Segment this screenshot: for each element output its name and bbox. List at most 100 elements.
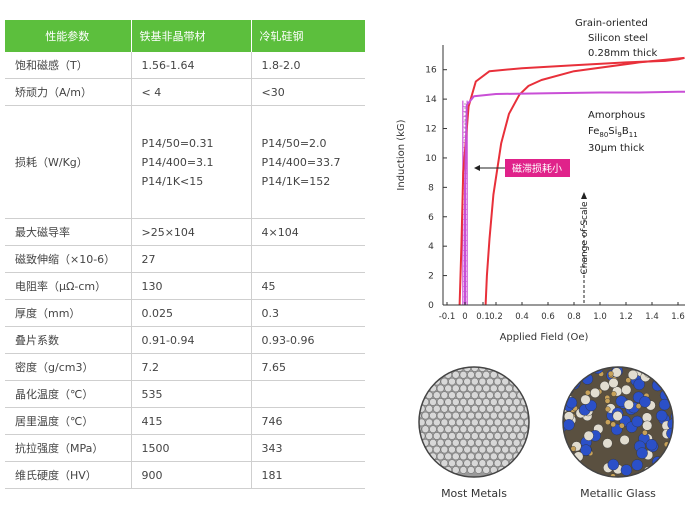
cell-name: 密度（g/cm3） [5, 353, 132, 381]
cell-amorphous: 1.56-1.64 [131, 52, 252, 79]
series-label-amorphous: Amorphous Fe80Si9B11 30µm thick [588, 110, 645, 154]
atom [524, 418, 529, 427]
cell-name: 抗拉强度（MPa） [5, 434, 132, 462]
atom [455, 391, 464, 399]
atom [471, 391, 479, 399]
glass-atom [674, 435, 678, 440]
atom [524, 445, 529, 454]
atom [501, 377, 509, 386]
atom [486, 405, 494, 413]
cell-silicon [251, 245, 365, 273]
atom [512, 439, 521, 447]
atom [509, 405, 517, 413]
atom [532, 419, 534, 426]
glass-atom [563, 397, 566, 408]
atom [419, 377, 426, 386]
atom [448, 445, 456, 454]
atom [421, 371, 430, 379]
glass-atom [567, 463, 578, 474]
glass-atom [563, 470, 567, 476]
atom [429, 398, 437, 406]
table-row: 最大磁导率 >25×104 4×104 [5, 218, 365, 246]
atom [463, 432, 471, 440]
atom [520, 466, 528, 474]
atom [516, 418, 525, 427]
atom [524, 367, 529, 372]
atom [512, 398, 521, 406]
atom [425, 418, 433, 427]
table-row: 磁致伸缩（×10-6） 27 [5, 245, 365, 273]
cell-amorphous: 1500 [131, 434, 252, 462]
glass-atom [563, 378, 574, 389]
atom [452, 371, 460, 379]
x-axis-label: Applied Field (Oe) [500, 332, 589, 343]
table-row: 矫顽力（A/m） < 4 <30 [5, 78, 365, 106]
atom [433, 405, 441, 413]
atom [471, 432, 479, 440]
cell-silicon: 181 [251, 461, 365, 489]
atom [478, 377, 487, 386]
glass-atom [607, 458, 619, 471]
atom [452, 411, 460, 420]
atom [524, 459, 529, 467]
x-tick-label: 0 [462, 312, 467, 322]
atom [440, 418, 449, 427]
atom [505, 452, 513, 461]
cell-amorphous: 27 [131, 245, 252, 273]
loss-value: P14/50=2.0 [261, 136, 327, 150]
atom [478, 432, 487, 440]
atom [455, 432, 464, 440]
cell-silicon: 4×104 [251, 218, 365, 246]
table-row: 损耗（W/Kg） P14/50=0.31 P14/400=3.1 P14/1K<15 P… [5, 105, 365, 219]
atom [419, 367, 426, 372]
crystal-structure-figure: Most Metals [414, 365, 534, 500]
atom [452, 452, 460, 461]
atom [433, 367, 441, 372]
atom [440, 377, 449, 386]
series-silicon-steel-return [484, 56, 685, 306]
atom [482, 384, 490, 393]
cell-name: 居里温度（℃） [5, 407, 132, 435]
glass-atom [604, 406, 611, 412]
cell-amorphous: >25×104 [131, 218, 252, 246]
glass-atom [563, 383, 575, 395]
atom [455, 459, 464, 467]
atom [448, 405, 456, 413]
glass-atom [587, 367, 598, 371]
atom [436, 411, 445, 420]
glass-atom [608, 377, 619, 389]
atom [433, 445, 441, 454]
atom [505, 384, 513, 393]
cell-name: 最大磁导率 [5, 218, 132, 246]
atom [467, 452, 475, 461]
atom [482, 466, 490, 474]
atom [459, 371, 468, 379]
glass-atom [642, 429, 648, 436]
glass-atom [670, 410, 673, 422]
glass-atom [636, 447, 648, 459]
glass-atom [572, 465, 583, 476]
atom [440, 459, 449, 467]
atom [425, 432, 433, 440]
glass-atom [575, 367, 581, 369]
atom [501, 405, 509, 413]
atom [493, 432, 502, 440]
atom [467, 398, 475, 406]
atom [463, 445, 471, 454]
atom [490, 398, 498, 406]
loss-value: P14/1K<15 [141, 174, 204, 188]
x-tick-label: 0.8 [567, 312, 581, 322]
atom [493, 391, 502, 399]
atom [486, 391, 494, 399]
atom [463, 405, 471, 413]
glass-atom [569, 376, 581, 388]
atom [520, 452, 528, 461]
atom [482, 439, 490, 447]
series-amorphous [464, 90, 685, 305]
atom [520, 384, 528, 393]
x-tick-label: 0.1 [476, 312, 490, 322]
atom [532, 460, 534, 467]
table-row: 维氏硬度（HV） 900 181 [5, 461, 365, 489]
cell-amorphous: 415 [131, 407, 252, 435]
table-row: 叠片系数 0.91-0.94 0.93-0.96 [5, 326, 365, 354]
